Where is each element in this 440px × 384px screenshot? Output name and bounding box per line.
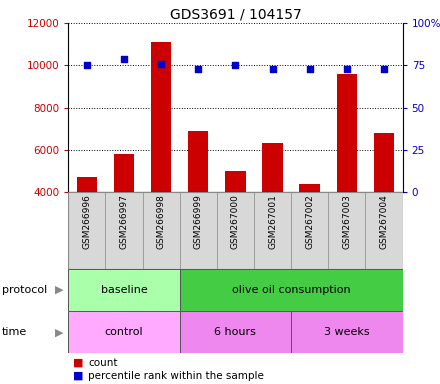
Bar [188,131,209,192]
Text: baseline: baseline [101,285,147,295]
Point [269,66,276,72]
Bar [300,184,320,192]
Text: GSM266996: GSM266996 [82,194,91,249]
Text: 3 weeks: 3 weeks [324,327,370,337]
Bar [68,311,180,353]
Text: GSM266997: GSM266997 [119,194,128,249]
Bar [77,177,97,192]
Text: count: count [88,358,117,368]
Text: GSM266999: GSM266999 [194,194,203,249]
Text: 6 hours: 6 hours [214,327,257,337]
Bar [68,192,105,269]
Bar [254,192,291,269]
Bar [180,311,291,353]
Bar [328,192,366,269]
Point [121,55,128,61]
Text: GSM267002: GSM267002 [305,194,314,249]
Bar [366,192,403,269]
Text: control: control [105,327,143,337]
Point [306,66,313,72]
Bar [291,192,328,269]
Bar [68,269,180,311]
Text: olive oil consumption: olive oil consumption [232,285,350,295]
Title: GDS3691 / 104157: GDS3691 / 104157 [169,8,301,22]
Bar [143,192,180,269]
Bar [337,74,357,192]
Bar [225,171,246,192]
Text: ■: ■ [73,358,83,368]
Text: ▶: ▶ [55,327,64,337]
Bar [105,192,143,269]
Text: time: time [2,327,27,337]
Text: GSM267001: GSM267001 [268,194,277,249]
Bar [180,269,403,311]
Text: ■: ■ [73,371,83,381]
Text: percentile rank within the sample: percentile rank within the sample [88,371,264,381]
Point [195,66,202,72]
Bar [217,192,254,269]
Point [83,62,90,68]
Text: protocol: protocol [2,285,48,295]
Text: GSM267000: GSM267000 [231,194,240,249]
Text: ▶: ▶ [55,285,64,295]
Bar [262,144,283,192]
Bar [291,311,403,353]
Point [343,66,350,72]
Point [232,62,239,68]
Point [158,61,165,67]
Point [381,66,388,72]
Bar [114,154,134,192]
Text: GSM266998: GSM266998 [157,194,165,249]
Bar [374,133,394,192]
Text: GSM267004: GSM267004 [380,194,389,249]
Bar [180,192,217,269]
Bar [151,42,171,192]
Text: GSM267003: GSM267003 [342,194,352,249]
